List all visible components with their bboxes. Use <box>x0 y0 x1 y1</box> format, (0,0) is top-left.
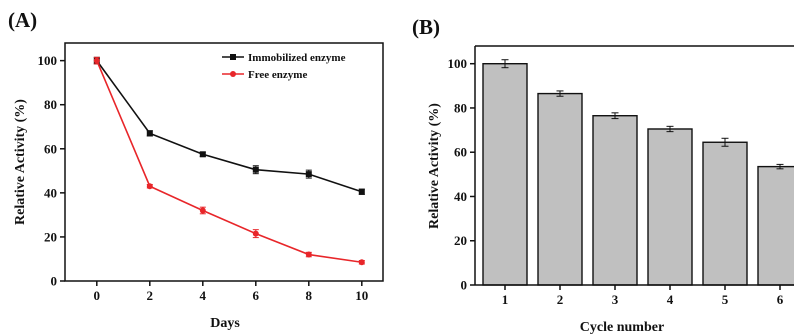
panel-b-bars <box>482 59 794 286</box>
x-tick-label: 3 <box>612 292 619 307</box>
data-point <box>305 251 312 258</box>
data-point <box>146 130 153 137</box>
panel-a-y-axis-title: Relative Activity (%) <box>13 99 28 225</box>
panel-a: (A) 0 20 40 60 80 100 0 2 4 6 8 10 Immobilized enz… <box>8 8 384 331</box>
series-line <box>96 60 362 264</box>
series-line <box>96 60 363 193</box>
bar <box>702 141 748 286</box>
panel-a-label: (A) <box>8 8 37 32</box>
x-tick-label: 10 <box>355 288 368 303</box>
y-tick-label: 100 <box>448 56 468 71</box>
bar <box>592 115 638 286</box>
y-tick-label: 100 <box>38 53 58 68</box>
y-tick-label: 40 <box>454 189 467 204</box>
panel-b-label: (B) <box>412 15 440 39</box>
panel-a-legend: Immobilized enzyme Free enzyme <box>222 52 346 81</box>
x-tick-label: 2 <box>557 292 564 307</box>
y-tick-label: 60 <box>454 145 467 160</box>
data-point <box>146 183 153 190</box>
y-tick-label: 80 <box>44 97 57 112</box>
data-point <box>199 207 206 214</box>
y-tick-label: 80 <box>454 100 467 115</box>
bar <box>482 63 528 286</box>
legend-label: Free enzyme <box>248 69 307 81</box>
x-tick-label: 2 <box>147 288 154 303</box>
x-tick-label: 6 <box>253 288 260 303</box>
panel-a-x-axis-title: Days <box>210 316 240 331</box>
y-tick-label: 20 <box>44 229 57 244</box>
x-tick-label: 5 <box>722 292 729 307</box>
y-tick-label: 0 <box>461 278 468 293</box>
panel-a-series <box>93 56 365 266</box>
y-tick-label: 0 <box>51 274 58 289</box>
y-tick-label: 20 <box>454 233 467 248</box>
panel-b-y-axis: 0 20 40 60 80 100 <box>448 56 475 293</box>
data-point <box>305 171 312 178</box>
x-tick-label: 1 <box>502 292 509 307</box>
x-tick-label: 8 <box>306 288 313 303</box>
x-tick-label: 6 <box>777 292 784 307</box>
legend-marker <box>230 71 236 77</box>
data-point <box>93 57 100 64</box>
panel-b-x-axis: 1 2 3 4 5 6 <box>502 285 784 307</box>
panel-a-plot-frame <box>64 42 384 282</box>
panel-a-y-axis: 0 20 40 60 80 100 <box>38 53 65 289</box>
legend-marker <box>230 54 236 60</box>
y-tick-label: 40 <box>44 185 57 200</box>
x-tick-label: 4 <box>667 292 674 307</box>
y-tick-label: 60 <box>44 141 57 156</box>
bar <box>537 92 583 286</box>
data-point <box>252 166 259 173</box>
x-tick-label: 0 <box>94 288 101 303</box>
panel-b-y-axis-title: Relative Activity (%) <box>427 103 442 229</box>
bar <box>647 128 693 286</box>
x-tick-label: 4 <box>200 288 207 303</box>
panel-b: (B) 0 20 40 60 80 100 1 2 3 4 5 6 Cycle number Rel… <box>412 15 794 335</box>
panel-a-x-axis: 0 2 4 6 8 10 <box>94 281 368 303</box>
panel-b-x-axis-title: Cycle number <box>580 320 664 335</box>
bar <box>757 165 794 286</box>
data-point <box>252 230 259 237</box>
data-point <box>199 151 206 158</box>
data-point <box>358 188 365 195</box>
data-point <box>358 259 365 266</box>
legend-label: Immobilized enzyme <box>248 52 346 64</box>
